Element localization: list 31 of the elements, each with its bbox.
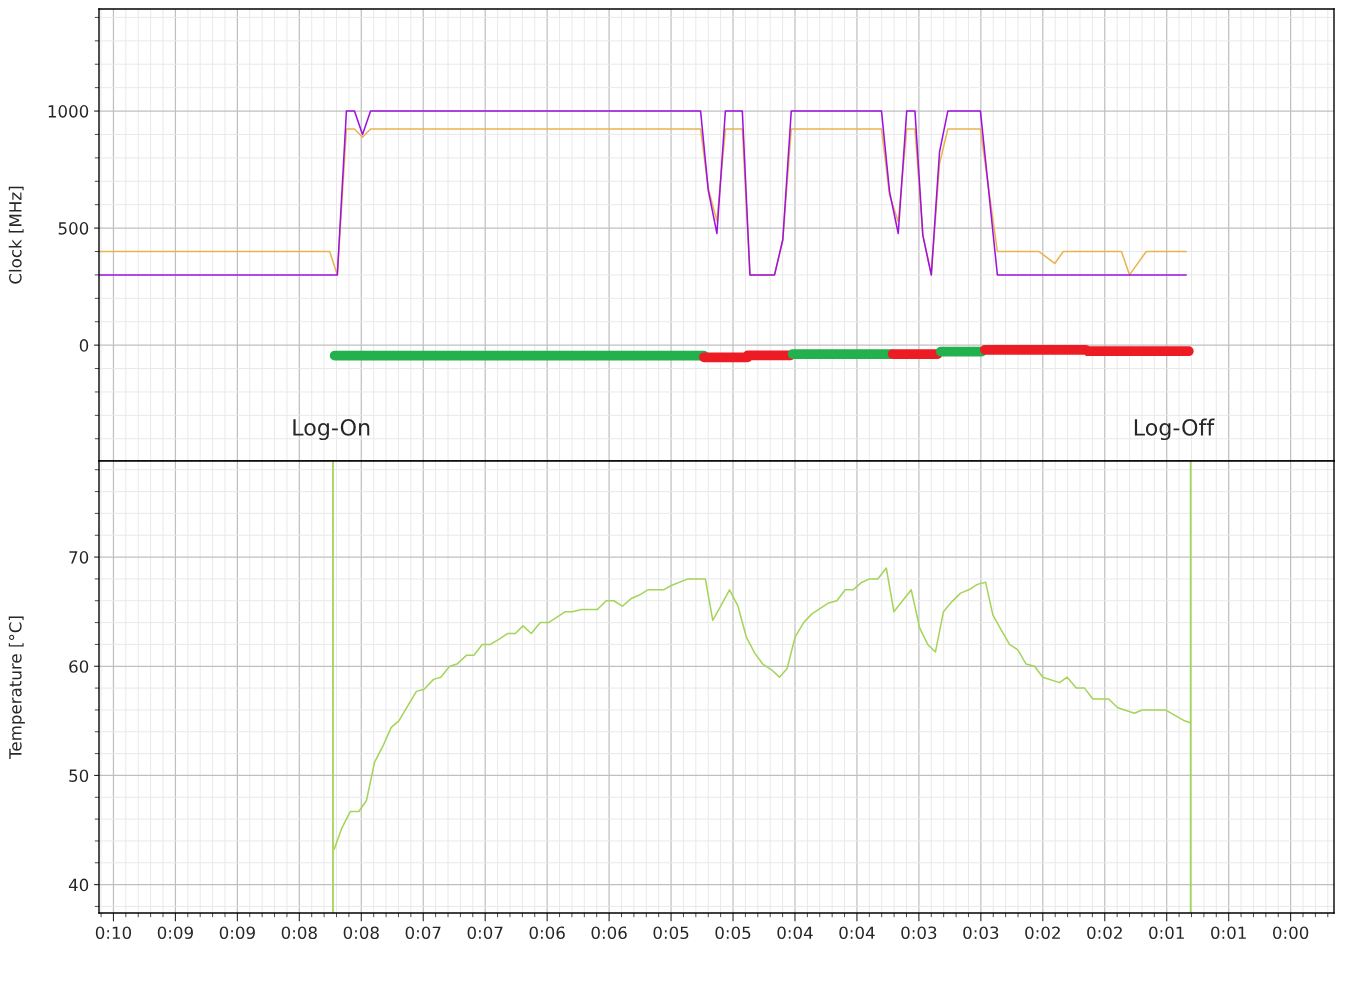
x-tick-label: 0:03 bbox=[901, 926, 937, 940]
x-tick-label: 0:06 bbox=[591, 926, 627, 940]
annotation: Log-On bbox=[293, 419, 370, 441]
x-tick-label: 0:00 bbox=[1273, 926, 1309, 940]
x-tick-label: 0:01 bbox=[1211, 926, 1246, 940]
x-tick-label: 0:09 bbox=[157, 926, 193, 940]
x-tick-label: 0:05 bbox=[715, 926, 751, 940]
x-tick-label: 0:04 bbox=[777, 926, 813, 940]
y-tick-label: 60 bbox=[69, 660, 89, 673]
y-tick-label: 500 bbox=[58, 222, 89, 235]
x-tick-label: 0:02 bbox=[1025, 926, 1060, 940]
x-tick-label: 0:10 bbox=[95, 926, 132, 940]
x-tick-label: 0:01 bbox=[1149, 926, 1184, 940]
y-tick-label: 0 bbox=[79, 339, 89, 352]
x-tick-label: 0:05 bbox=[653, 926, 689, 940]
y-tick-label: 70 bbox=[69, 551, 89, 564]
x-tick-label: 0:07 bbox=[405, 926, 441, 940]
y-tick-label: 50 bbox=[69, 769, 89, 782]
y-tick-label: 40 bbox=[68, 878, 89, 892]
x-tick-label: 0:03 bbox=[963, 926, 999, 940]
x-tick-label: 0:06 bbox=[529, 926, 565, 940]
y-axis-title: Clock [MHz] bbox=[8, 186, 24, 284]
x-tick-label: 0:08 bbox=[343, 926, 379, 940]
y-tick-label: 1000 bbox=[48, 105, 89, 118]
x-tick-label: 0:08 bbox=[281, 926, 317, 940]
annotation: Log-Off bbox=[1134, 418, 1215, 441]
x-tick-label: 0:04 bbox=[839, 926, 875, 940]
x-tick-label: 0:02 bbox=[1087, 926, 1122, 940]
x-tick-label: 0:07 bbox=[467, 926, 503, 940]
y-axis-title: Temperature [°C] bbox=[8, 616, 25, 759]
x-tick-label: 0:09 bbox=[219, 926, 255, 940]
